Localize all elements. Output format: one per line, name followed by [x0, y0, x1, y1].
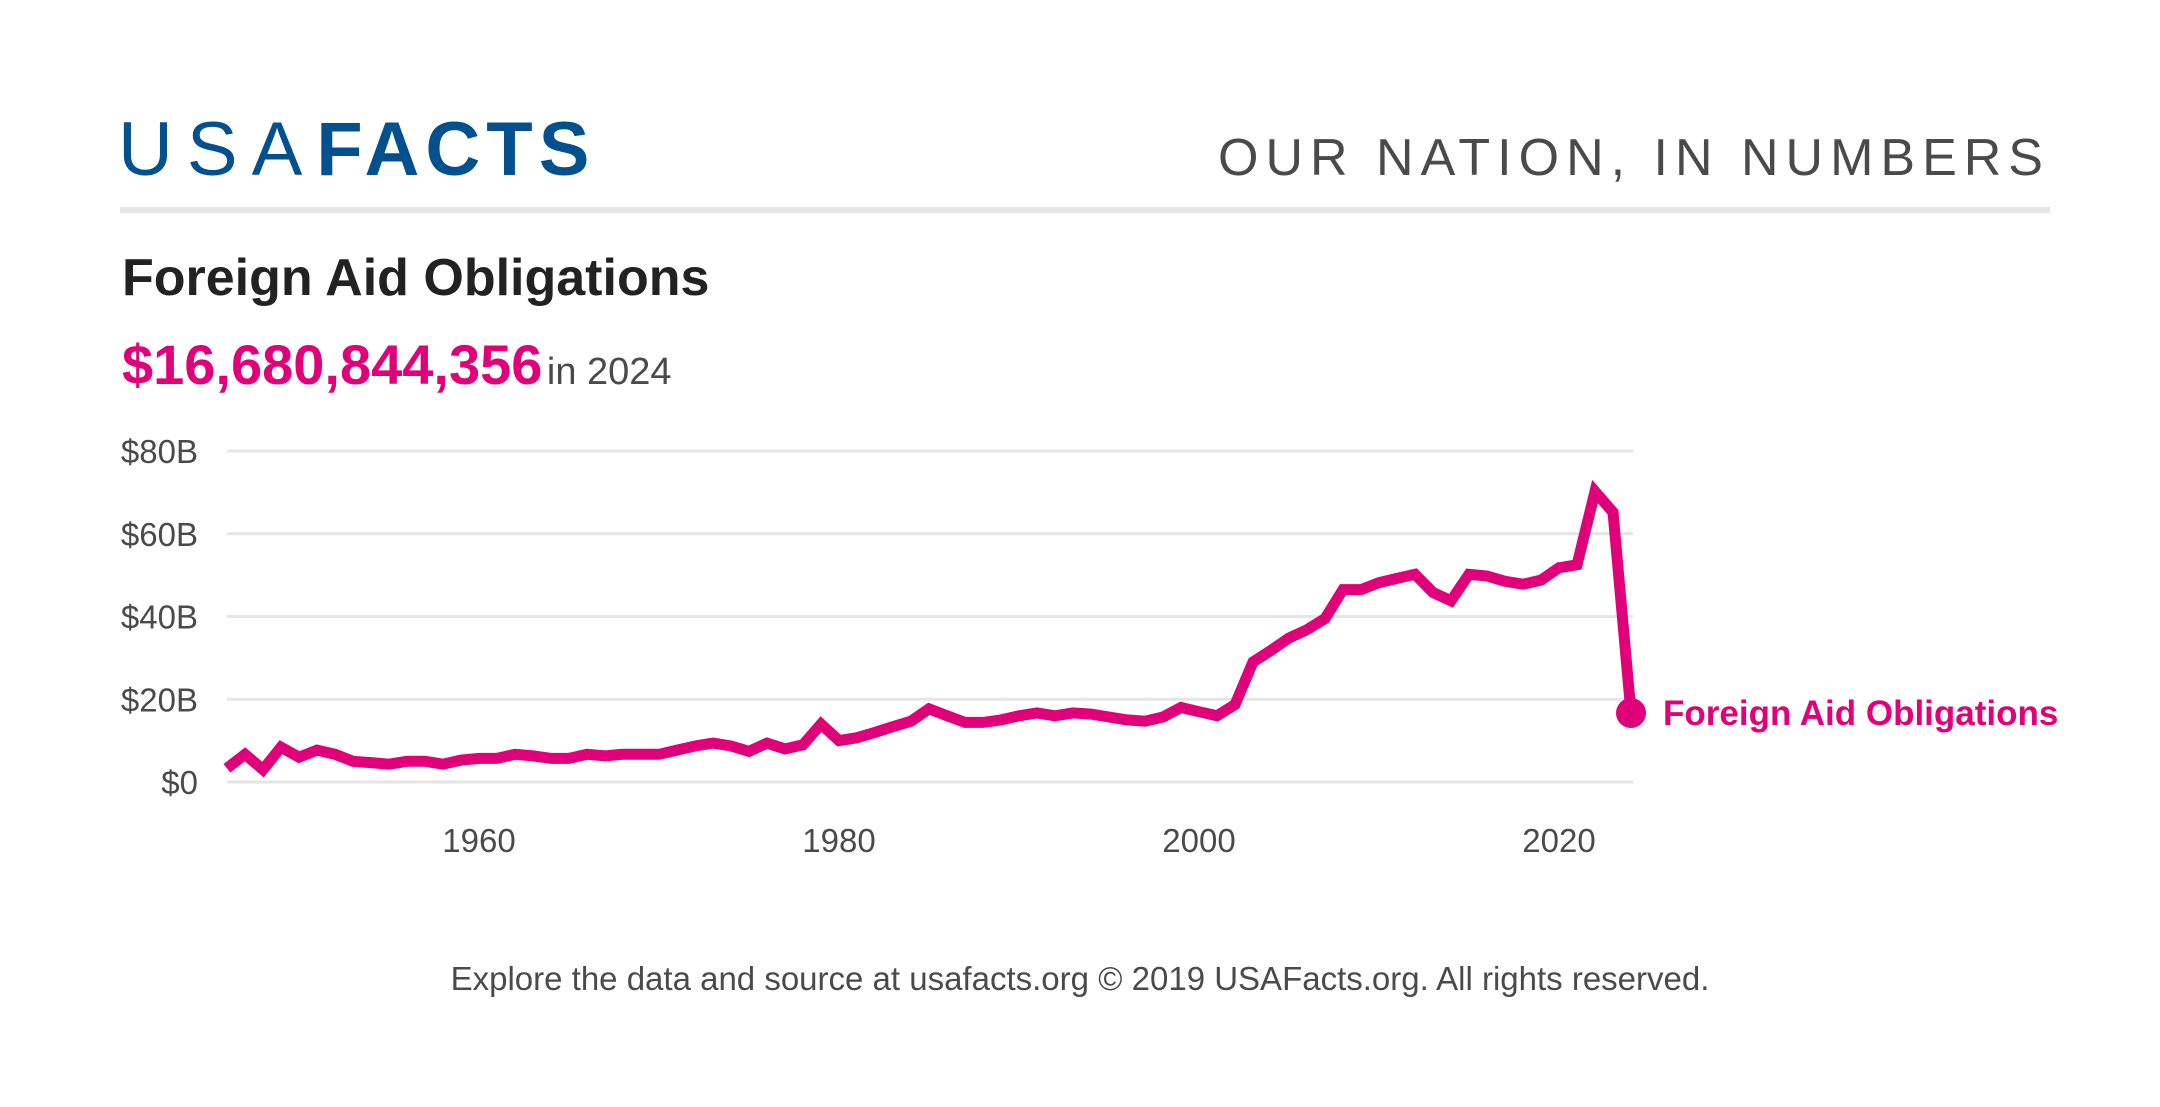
usafacts-logo[interactable]: USAFACTS	[118, 112, 595, 188]
logo-usa: USA	[118, 107, 317, 192]
x-tick-label: 1960	[442, 822, 515, 859]
series-line	[223, 479, 1637, 778]
footer-text: Explore the data and source at usafacts.…	[450, 960, 1710, 997]
y-tick-label: $80B	[121, 433, 198, 470]
x-tick-label: 2000	[1162, 822, 1235, 859]
logo-facts: FACTS	[316, 107, 596, 192]
y-tick-label: $60B	[121, 516, 198, 553]
y-tick-label: $40B	[121, 599, 198, 636]
x-tick-label: 2020	[1522, 822, 1595, 859]
header-divider	[120, 207, 2050, 213]
tagline: OUR NATION, IN NUMBERS	[1218, 129, 2050, 187]
series-label: Foreign Aid Obligations	[1663, 694, 2058, 733]
latest-value: $16,680,844,356	[122, 333, 543, 396]
latest-year: in 2024	[546, 351, 672, 393]
y-tick-label: $20B	[121, 681, 198, 718]
x-tick-label: 1980	[802, 822, 875, 859]
chart-title: Foreign Aid Obligations	[122, 249, 710, 307]
y-tick-label: $0	[161, 764, 198, 801]
end-marker	[1616, 697, 1646, 728]
headline-value: $16,680,844,356 in 2024	[122, 334, 672, 396]
